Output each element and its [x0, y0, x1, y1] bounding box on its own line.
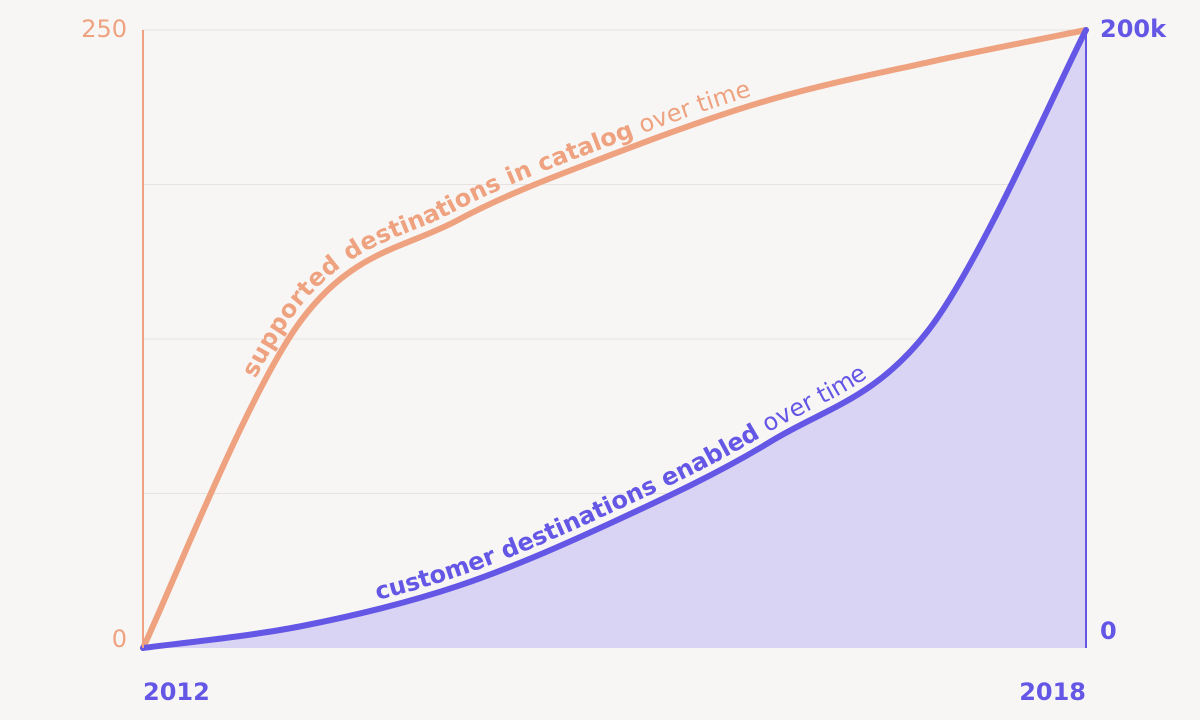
series-label-path: supported destinations in catalogover ti…: [236, 75, 754, 382]
y-tick-label: 250: [81, 15, 127, 43]
series-suffix: over time: [635, 75, 754, 139]
x-tick-label: 2018: [1019, 678, 1086, 706]
y2-tick-label: 0: [1100, 617, 1117, 645]
x-tick-label: 2012: [143, 678, 210, 706]
y-tick-label: 0: [112, 625, 127, 653]
series-line: [140, 27, 1089, 651]
series-line: [140, 27, 1089, 651]
series-label: supported destinations in catalogover ti…: [236, 75, 754, 382]
y2-tick-label: 200k: [1100, 15, 1167, 43]
area: [143, 30, 1086, 648]
series-name: supported destinations in catalog: [236, 116, 637, 382]
